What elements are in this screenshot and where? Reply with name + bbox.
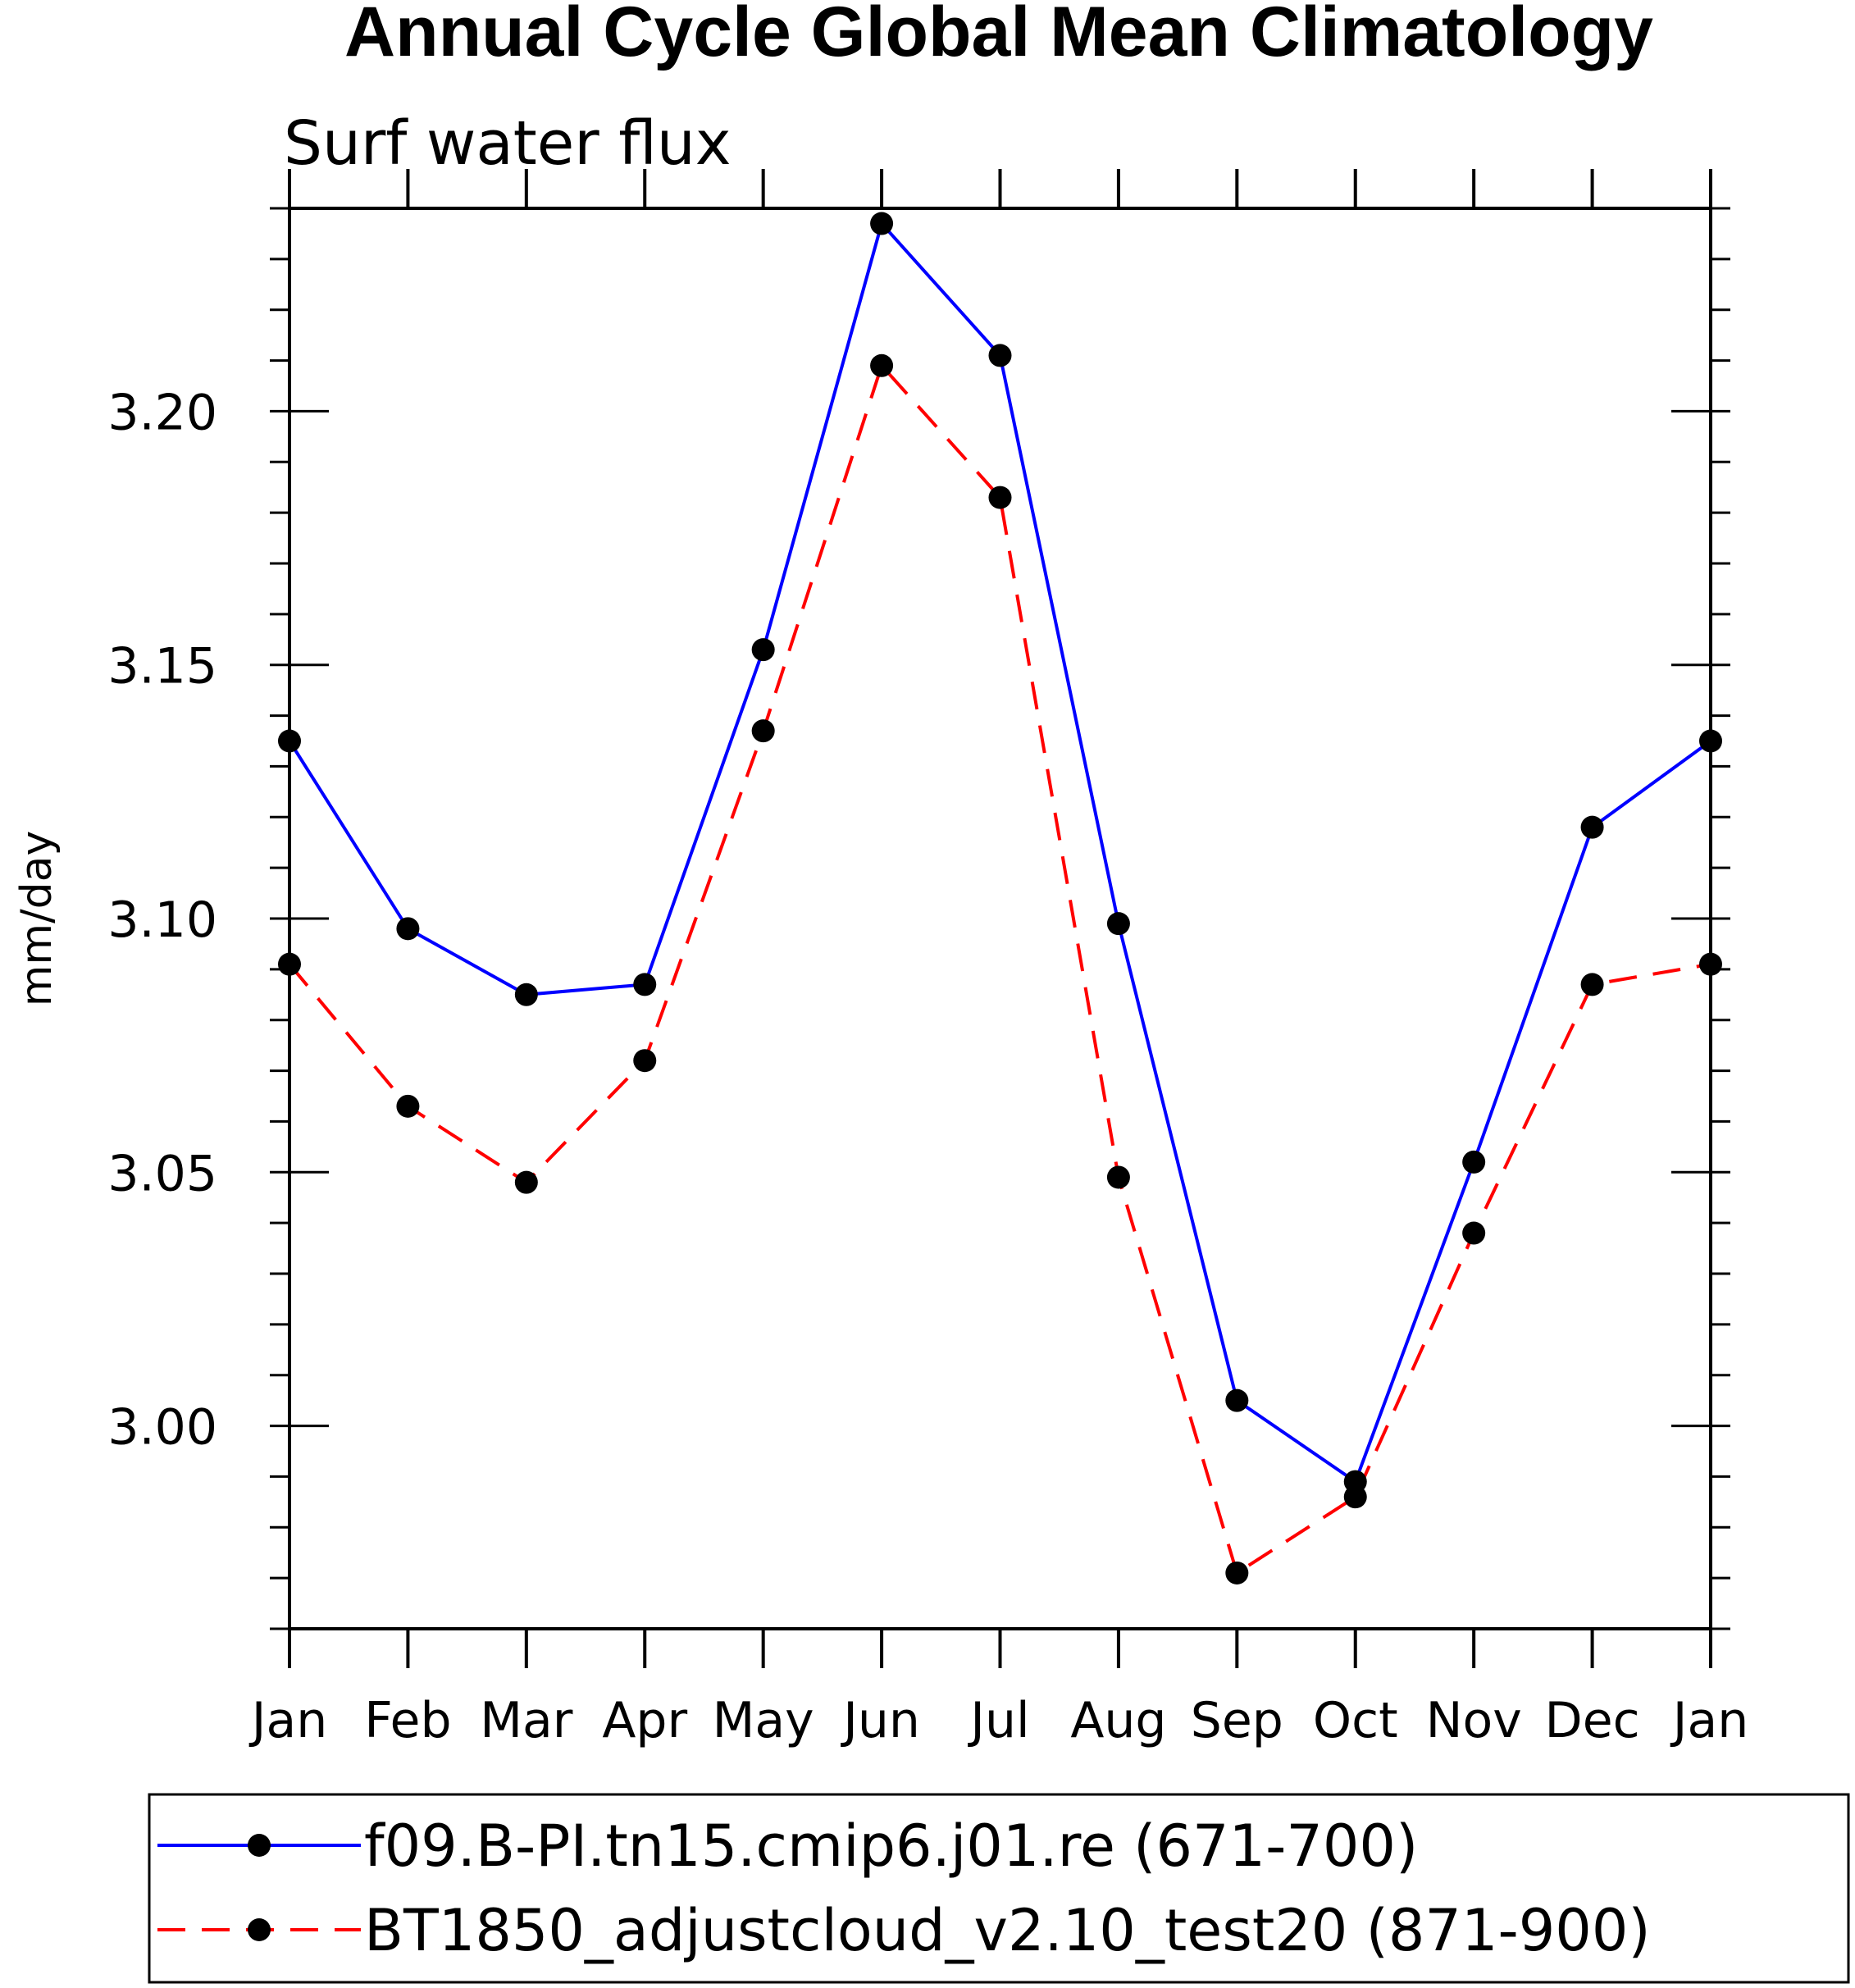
series-1-point (751, 638, 775, 662)
series-1-point (633, 973, 657, 996)
x-tick-label: Sep (1191, 1692, 1283, 1749)
series-line-2 (288, 362, 1711, 1576)
series-1-point (396, 917, 420, 941)
series-2-point (1106, 1165, 1130, 1189)
legend-box (148, 1793, 1850, 1984)
x-tick-label: Mar (480, 1692, 573, 1749)
series-2-point (514, 1170, 538, 1194)
series-2-point (751, 719, 775, 743)
y-tick-label: 3.05 (107, 1145, 217, 1202)
x-tick-label: Jan (248, 1692, 328, 1749)
series-2-point (1580, 973, 1604, 996)
series-line-1 (288, 220, 1712, 1484)
y-tick-label: 3.10 (107, 891, 217, 949)
series-2-point (1343, 1485, 1367, 1509)
y-tick-label: 3.20 (107, 384, 217, 441)
x-tick-label: Aug (1070, 1692, 1166, 1749)
legend-label-series-1: f09.B-PI.tn15.cmip6.j01.re (671-700) (364, 1812, 1418, 1880)
x-tick-label: Dec (1545, 1692, 1640, 1749)
chart-subtitle: Surf water flux (284, 108, 732, 179)
x-tick-label: Oct (1313, 1692, 1398, 1749)
plot-frame (288, 207, 1712, 1630)
legend-marker-series-1 (248, 1834, 271, 1857)
legend: f09.B-PI.tn15.cmip6.j01.re (671-700) BT1… (148, 1793, 1850, 1984)
y-tick-labels: 3.00 3.05 3.10 3.15 3.20 (107, 384, 217, 1456)
legend-marker-series-2 (248, 1918, 271, 1941)
x-tick-label: Apr (602, 1692, 687, 1749)
series-1-point (1580, 815, 1604, 839)
series-2-point (396, 1094, 420, 1118)
x-tick-label: Jun (840, 1692, 920, 1749)
series-2-point (988, 486, 1012, 509)
legend-label-series-2: BT1850_adjustcloud_v2.10_test20 (871-900… (364, 1897, 1651, 1964)
series-2-point (870, 353, 894, 377)
series-1-point (1462, 1150, 1486, 1174)
x-tick-labels: Jan Feb Mar Apr May Jun Jul Aug Sep Oct Nov Dec Jan (248, 1692, 1749, 1749)
series-2-point (1462, 1221, 1486, 1245)
x-tick-label: May (713, 1692, 814, 1749)
data-series (278, 212, 1722, 1584)
chart-title: Annual Cycle Global Mean Climatology (344, 0, 1653, 71)
series-1-point (514, 983, 538, 1006)
x-tick-label: Jul (967, 1692, 1029, 1749)
series-1-point (870, 212, 894, 235)
series-2-point (1225, 1561, 1249, 1584)
x-tick-label: Feb (364, 1692, 451, 1749)
x-tick-label: Nov (1426, 1692, 1522, 1749)
series-2-point (633, 1049, 657, 1073)
series-1-point (1225, 1388, 1249, 1412)
y-tick-label: 3.15 (107, 638, 217, 695)
series-1-point (1106, 912, 1130, 936)
x-tick-label: Jan (1670, 1692, 1749, 1749)
axis-ticks (270, 169, 1730, 1668)
y-tick-label: 3.00 (107, 1399, 217, 1457)
y-axis-label: mm/day (12, 831, 62, 1006)
series-1-point (988, 344, 1012, 367)
